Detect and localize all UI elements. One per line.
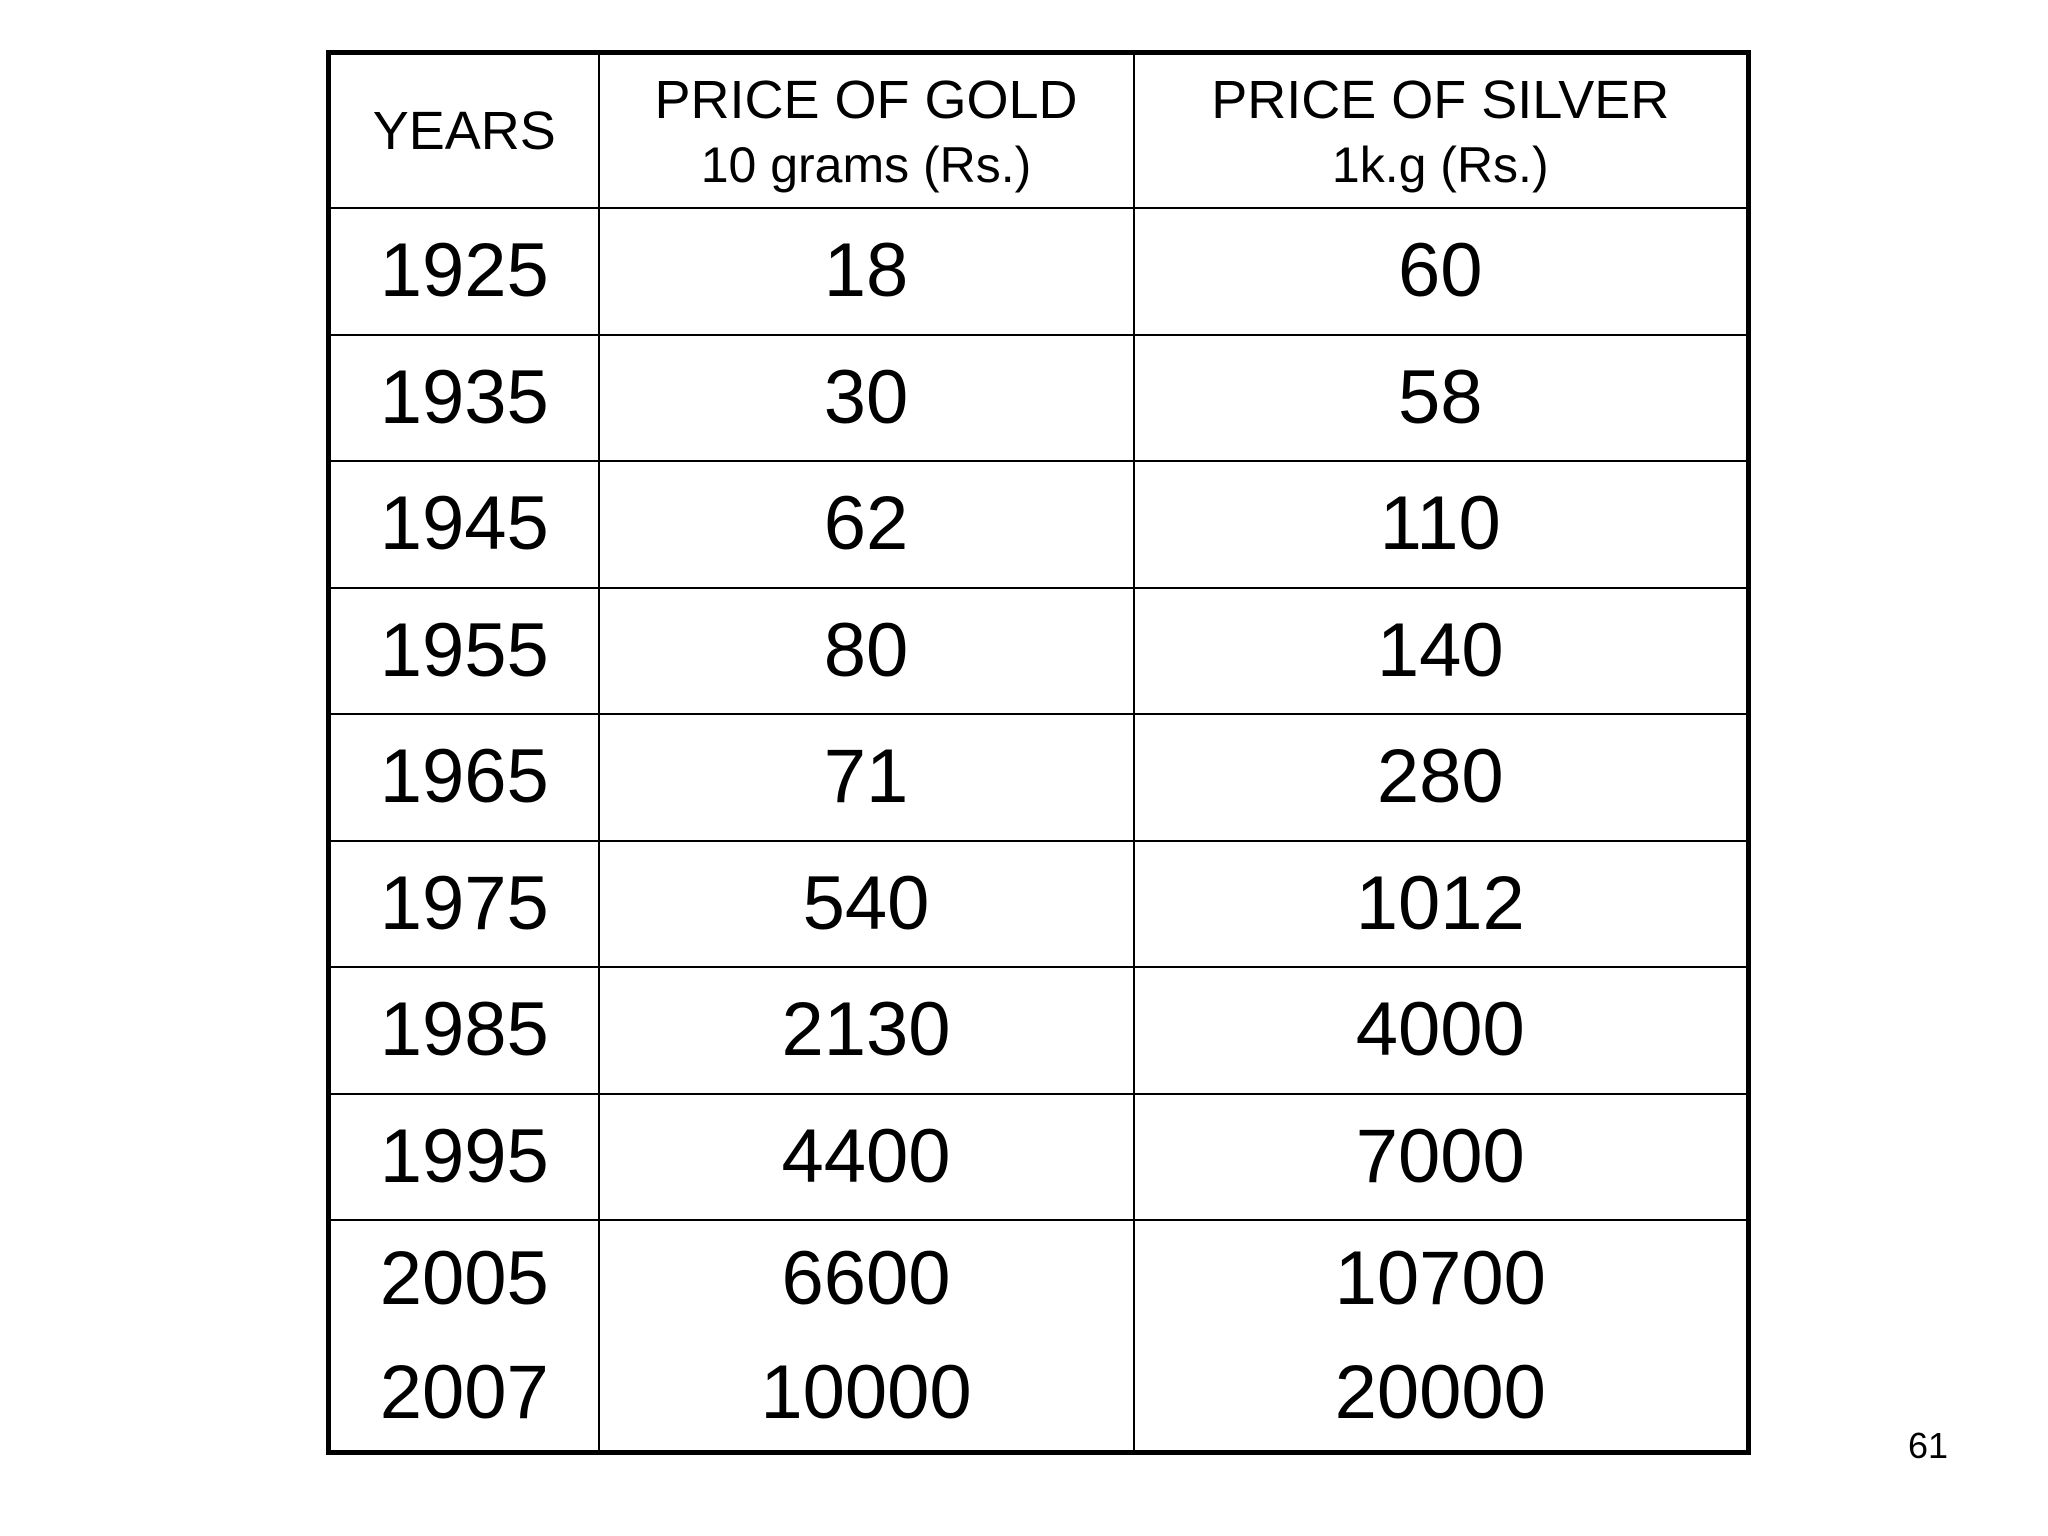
header-years-label: YEARS	[372, 101, 556, 161]
silver-price-cell: 10700 20000	[1132, 1219, 1750, 1454]
year-cell: 1945	[327, 460, 600, 589]
gold-price-cell: 6600 10000	[597, 1219, 1135, 1454]
year-cell: 1965	[327, 713, 600, 842]
table-row: 1935 30 58	[327, 333, 1750, 462]
silver-price-value: 20000	[1334, 1349, 1546, 1435]
table-row: 2005 2007 6600 10000 10700 20000	[327, 1219, 1750, 1454]
gold-price-cell: 4400	[597, 1092, 1135, 1221]
gold-silver-price-table: YEARS PRICE OF GOLD 10 grams (Rs.) PRICE…	[326, 50, 1751, 1455]
header-silver-unit: 1k.g (Rs.)	[1331, 137, 1549, 193]
silver-price-cell: 60	[1132, 207, 1750, 336]
silver-price-cell: 280	[1132, 713, 1750, 842]
year-cell: 2005 2007	[327, 1219, 600, 1454]
silver-price-cell: 4000	[1132, 966, 1750, 1095]
year-cell: 1925	[327, 207, 600, 336]
table-row: 1955 80 140	[327, 586, 1750, 715]
silver-price-cell: 1012	[1132, 839, 1750, 968]
page-number: 61	[1907, 1425, 1948, 1466]
header-gold-unit: 10 grams (Rs.)	[700, 137, 1032, 193]
year-cell: 1975	[327, 839, 600, 968]
table-header-row: YEARS PRICE OF GOLD 10 grams (Rs.) PRICE…	[327, 51, 1750, 209]
header-gold-title: PRICE OF GOLD	[654, 70, 1078, 130]
header-silver-price: PRICE OF SILVER 1k.g (Rs.)	[1132, 51, 1750, 209]
gold-price-cell: 62	[597, 460, 1135, 589]
year-cell: 1985	[327, 966, 600, 1095]
header-years: YEARS	[327, 51, 600, 209]
silver-price-cell: 7000	[1132, 1092, 1750, 1221]
year-cell: 1935	[327, 333, 600, 462]
gold-price-cell: 540	[597, 839, 1135, 968]
table-row: 1995 4400 7000	[327, 1092, 1750, 1221]
header-silver-title: PRICE OF SILVER	[1211, 70, 1670, 130]
table-row: 1925 18 60	[327, 207, 1750, 336]
gold-price-cell: 80	[597, 586, 1135, 715]
gold-price-value: 10000	[760, 1349, 972, 1435]
table-row: 1985 2130 4000	[327, 966, 1750, 1095]
year-cell: 1955	[327, 586, 600, 715]
year-cell: 1995	[327, 1092, 600, 1221]
table-row: 1945 62 110	[327, 460, 1750, 589]
table-row: 1975 540 1012	[327, 839, 1750, 968]
silver-price-cell: 58	[1132, 333, 1750, 462]
silver-price-value: 10700	[1334, 1235, 1546, 1321]
header-gold-price: PRICE OF GOLD 10 grams (Rs.)	[597, 51, 1135, 209]
gold-price-cell: 71	[597, 713, 1135, 842]
silver-price-cell: 140	[1132, 586, 1750, 715]
table-row: 1965 71 280	[327, 713, 1750, 842]
gold-price-cell: 30	[597, 333, 1135, 462]
gold-price-cell: 2130	[597, 966, 1135, 1095]
gold-price-cell: 18	[597, 207, 1135, 336]
year-value: 2007	[379, 1349, 549, 1435]
gold-price-value: 6600	[781, 1235, 951, 1321]
silver-price-cell: 110	[1132, 460, 1750, 589]
year-value: 2005	[379, 1235, 549, 1321]
